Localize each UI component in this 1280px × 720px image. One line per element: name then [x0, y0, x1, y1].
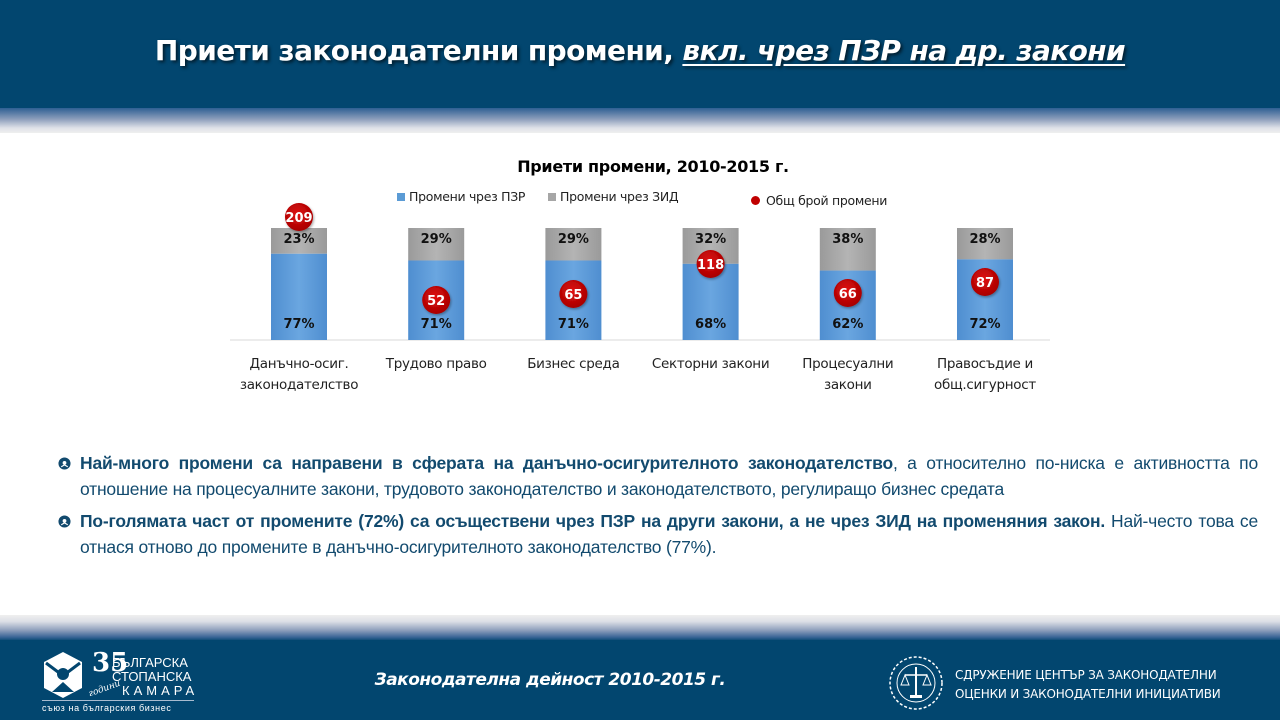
bsk-divider	[42, 700, 194, 701]
legend-swatch-zid	[548, 192, 556, 201]
legend-item-zid: Промени чрез ЗИД	[548, 189, 679, 204]
legend-label-total: Общ брой промени	[766, 193, 888, 208]
x-tick-label: Правосъдие и	[937, 356, 1033, 372]
bar-segment-zid	[957, 228, 1013, 260]
scales-of-justice-icon	[889, 656, 943, 710]
data-label-zid: 23%	[283, 232, 314, 247]
legend-label-zid: Промени чрез ЗИД	[560, 189, 679, 204]
data-label-pzr: 77%	[283, 317, 314, 332]
total-marker	[422, 286, 451, 314]
bar-segment-pzr	[271, 253, 327, 340]
bsk-tagline: съюз на българския бизнес	[42, 703, 172, 713]
finding-text: Най-често това се отнася отново до проме…	[80, 511, 1258, 557]
x-tick-label: общ.сигурност	[934, 377, 1036, 393]
data-label-pzr: 68%	[695, 317, 726, 332]
legend-item-pzr: Промени чрез ПЗР	[397, 189, 525, 204]
data-label-pzr: 71%	[421, 317, 452, 332]
total-marker	[833, 279, 862, 307]
x-tick-label: Бизнес среда	[527, 356, 619, 372]
czo-name-line2: ОЦЕНКИ И ЗАКОНОДАТЕЛНИ ИНИЦИАТИВИ	[955, 687, 1221, 701]
bsk-name-line2: СТОПАНСКА	[112, 669, 192, 684]
finding-bold-text: По-голямата част от промените (72%) са о…	[80, 511, 1106, 531]
data-label-total: 65	[564, 288, 582, 303]
data-label-total: 66	[839, 287, 857, 302]
total-marker	[971, 268, 999, 296]
data-label-pzr: 62%	[832, 317, 863, 332]
bsk-bullet-icon	[58, 515, 71, 528]
data-label-zid: 32%	[695, 232, 726, 247]
header-gradient	[0, 108, 1280, 133]
legend-swatch-pzr	[397, 192, 405, 201]
header-bar	[0, 0, 1280, 108]
bsk-anniversary-number: 35	[92, 648, 129, 678]
x-tick-label: Трудово право	[385, 356, 487, 372]
bar-segment-zid	[271, 228, 327, 254]
slide-title-main: Приети законодателни промени,	[154, 34, 683, 67]
total-marker	[696, 250, 725, 278]
data-label-pzr: 71%	[558, 317, 589, 332]
stacked-bar-chart: 23% 77% 209 Данъчно-осиг. законодателство 29%…	[230, 203, 1050, 393]
bsk-name-line1: БЪЛГАРСКА	[112, 655, 188, 670]
data-label-total: 52	[427, 294, 445, 309]
bsk-logo-icon	[44, 652, 82, 698]
legend-item-total: Общ брой промени	[751, 193, 887, 208]
slide-title: Приети законодателни промени, вкл. чрез …	[0, 34, 1280, 67]
bar-segment-zid	[545, 228, 602, 261]
data-label-pzr: 72%	[969, 317, 1000, 332]
slide-title-subtitle: вкл. чрез ПЗР на др. закони	[682, 34, 1126, 67]
total-marker	[285, 203, 313, 231]
data-label-total: 118	[697, 258, 724, 273]
data-label-total: 209	[285, 211, 312, 226]
footer-bar	[0, 640, 1280, 720]
bar-segment-zid	[408, 228, 465, 261]
x-tick-label: закони	[824, 377, 872, 393]
x-tick-label: Данъчно-осиг.	[249, 356, 348, 372]
bar-segment-zid	[819, 228, 876, 271]
legend-marker-total	[751, 196, 760, 205]
bsk-bullet-icon	[58, 457, 71, 470]
finding-item: По-голямата част от промените (72%) са о…	[58, 508, 1258, 560]
total-marker	[559, 280, 588, 308]
bsk-name-line3: КАМАРА	[122, 683, 199, 698]
finding-bold-text: Най-много промени са направени в сферата…	[80, 453, 893, 473]
footer-caption: Законодателна дейност 2010-2015 г.	[374, 670, 726, 690]
chart-title: Приети промени, 2010-2015 г.	[517, 157, 789, 176]
x-tick-label: Процесуални	[802, 356, 893, 372]
legend-label-pzr: Промени чрез ПЗР	[409, 189, 526, 204]
data-label-zid: 28%	[969, 232, 1000, 247]
finding-text: , а относително по-ниска е активността п…	[80, 453, 1258, 499]
czo-name-line1: СДРУЖЕНИЕ ЦЕНТЪР ЗА ЗАКОНОДАТЕЛНИ	[955, 668, 1217, 682]
key-findings: Най-много промени са направени в сферата…	[58, 450, 1258, 566]
x-tick-label: законодателство	[240, 377, 358, 393]
data-label-zid: 29%	[558, 232, 589, 247]
footer-gradient	[0, 615, 1280, 641]
data-label-zid: 29%	[421, 232, 452, 247]
data-label-total: 87	[976, 276, 994, 291]
finding-item: Най-много промени са направени в сферата…	[58, 450, 1258, 502]
x-tick-label: Секторни закони	[652, 356, 769, 372]
czo-name: СДРУЖЕНИЕ ЦЕНТЪР ЗА ЗАКОНОДАТЕЛНИ ОЦЕНКИ…	[955, 666, 1221, 704]
data-label-zid: 38%	[832, 232, 863, 247]
